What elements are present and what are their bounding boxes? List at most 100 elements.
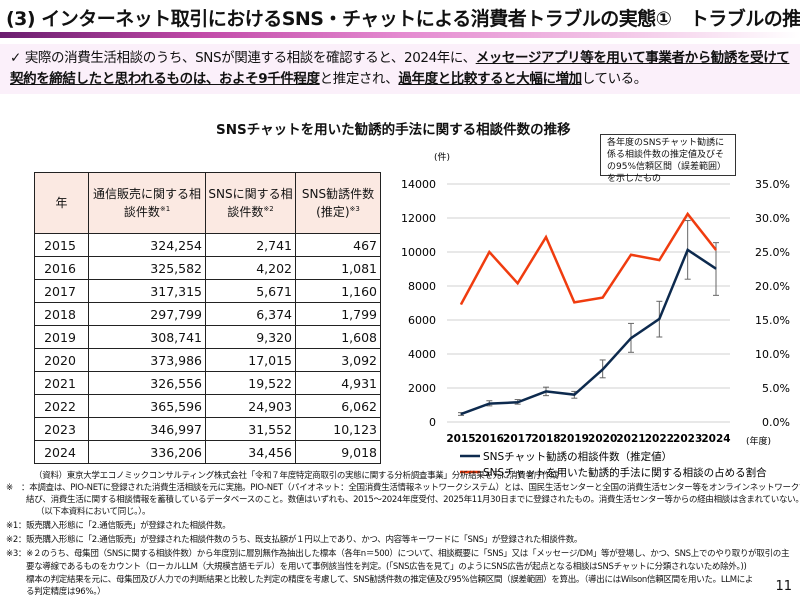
- table-cell: 4,202: [205, 256, 296, 280]
- table-cell: 1,608: [295, 325, 381, 349]
- y-tick-label: 4000: [408, 348, 436, 361]
- count-point: [687, 249, 689, 251]
- col-header-sns-solicit: SNS勧誘件数(推定)※3: [295, 172, 381, 234]
- page-number: 11: [775, 579, 792, 594]
- footnote-line: 標本の判定結果を元に、母集団及び人力での判断結果と比較した判定の精度を考慮して、…: [26, 575, 754, 585]
- y2-tick-label: 25.0%: [755, 246, 790, 259]
- summary-emphasis: 過年度と比較すると大幅に増加: [398, 71, 582, 87]
- table-cell: 2020: [34, 348, 89, 372]
- ratio-point: [545, 236, 547, 238]
- table-cell: 19,522: [205, 371, 296, 395]
- table-cell: 346,997: [88, 417, 206, 441]
- table-cell: 326,556: [88, 371, 206, 395]
- table-cell: 9,320: [205, 325, 296, 349]
- footnote-line: ※2：販売購入形態に「2.通信販売」が登録された相談件数のうち、既支払額が１円以…: [6, 535, 583, 545]
- summary-text: している。: [581, 71, 648, 87]
- footnote-line: ※ ：本調査は、PIO-NETに登録された消費生活相談を元に実施。PIO-NET…: [6, 483, 800, 493]
- ratio-point: [517, 282, 519, 284]
- count-point: [630, 337, 632, 339]
- x-tick-label: 2023: [673, 433, 702, 445]
- table-cell: 365,596: [88, 394, 206, 418]
- footnote-line: 結び、消費生活に関する相談情報を蓄積しているデータベースのこと。数値はいずれも、…: [26, 495, 800, 505]
- ratio-point: [630, 254, 632, 256]
- ratio-line: [459, 211, 717, 305]
- count-point: [658, 318, 660, 320]
- table-row: 2015 324,254 2,741 467: [34, 233, 381, 257]
- footnote-line: ※3：※２のうち、母集団（SNSに関する相談件数）から年度別に層別無作為抽出した…: [6, 549, 790, 559]
- y-tick-label: 6000: [408, 314, 436, 327]
- legend-label-count: SNSチャット勧誘の相談件数（推定値）: [483, 450, 672, 463]
- footnote-line: （以下本資料において同じ。）。: [36, 507, 151, 517]
- y-tick-label: 8000: [408, 280, 436, 293]
- ratio-point: [573, 301, 575, 303]
- chart-title: SNSチャットを用いた勧誘的手法に関する相談件数の推移: [216, 122, 571, 138]
- table-row: 2021 326,556 19,522 4,931: [34, 371, 381, 395]
- count-line: [460, 248, 717, 416]
- table-cell: 1,081: [295, 256, 381, 280]
- table-row: 2024 336,206 34,456 9,018: [34, 440, 381, 464]
- y-tick-label: 12000: [401, 212, 436, 225]
- table-row: 2019 308,741 9,320 1,608: [34, 325, 381, 349]
- table-row: 2023 346,997 31,552 10,123: [34, 417, 381, 441]
- y2-tick-label: 10.0%: [755, 348, 790, 361]
- y-tick-label: 14000: [401, 178, 436, 191]
- col-header-mailorder: 通信販売に関する相談件数※1: [88, 172, 206, 234]
- ratio-point: [687, 213, 689, 215]
- y-axis-label: (件): [434, 151, 450, 163]
- y2-tick-label: 20.0%: [755, 280, 790, 293]
- ratio-point: [602, 297, 604, 299]
- table-cell: 336,206: [88, 440, 206, 464]
- ratio-point: [715, 249, 717, 251]
- count-point: [573, 394, 575, 396]
- count-point: [517, 401, 519, 403]
- ratio-point: [488, 251, 490, 253]
- table-row: 2017 317,315 5,671 1,160: [34, 279, 381, 303]
- table-cell: 3,092: [295, 348, 381, 372]
- table-cell: 9,018: [295, 440, 381, 464]
- y2-tick-label: 5.0%: [762, 382, 790, 395]
- x-tick-label: 2020: [588, 433, 617, 445]
- x-tick-label: 2016: [475, 433, 504, 445]
- table-cell: 17,015: [205, 348, 296, 372]
- x-tick-label: 2019: [560, 433, 589, 445]
- table-cell: 324,254: [88, 233, 206, 257]
- x-tick-label: 2021: [616, 433, 645, 445]
- count-point: [545, 390, 547, 392]
- y2-tick-label: 15.0%: [755, 314, 790, 327]
- table-cell: 2017: [34, 279, 89, 303]
- summary-box: ✓ 実際の消費生活相談のうち、SNSが関連する相談を確認すると、2024年に、メ…: [0, 44, 800, 94]
- count-point: [460, 413, 462, 415]
- col-header-year: 年: [34, 172, 89, 234]
- count-point: [602, 368, 604, 370]
- x-tick-label: 2017: [503, 433, 532, 445]
- footnote-line: る判定精度は96%。）: [26, 587, 106, 597]
- y-tick-label: 0: [429, 416, 436, 429]
- x-tick-label: 2015: [446, 433, 475, 445]
- ratio-point: [658, 259, 660, 261]
- table-cell: 24,903: [205, 394, 296, 418]
- count-point: [715, 268, 717, 270]
- summary-text: と推定され、: [319, 71, 399, 87]
- chart-annotation: 各年度のSNSチャット勧誘に係る相談件数の推定値及びその95%信頼区間（誤差範囲…: [600, 134, 736, 184]
- footnote-line: 要な導線であるものをカウント（ローカルLLM（大規模言語モデル）を用いて事例該当…: [26, 562, 747, 572]
- check-icon: ✓: [10, 50, 21, 66]
- footnote-line: ※1：販売購入形態に「2.通信販売」が登録された相談件数。: [6, 521, 231, 531]
- legend-label-ratio: SNSチャットを用いた勧誘的手法に関する相談の占める割合: [483, 466, 767, 479]
- x-axis-label: (年度): [746, 435, 771, 447]
- table-row: 2020 373,986 17,015 3,092: [34, 348, 381, 372]
- x-tick-label: 2022: [645, 433, 674, 445]
- count-point: [488, 403, 490, 405]
- table-cell: 317,315: [88, 279, 206, 303]
- table-cell: 31,552: [205, 417, 296, 441]
- y2-tick-label: 0.0%: [762, 416, 790, 429]
- table-cell: 2023: [34, 417, 89, 441]
- table-cell: 2,741: [205, 233, 296, 257]
- table-cell: 2019: [34, 325, 89, 349]
- y2-tick-label: 35.0%: [755, 178, 790, 191]
- table-cell: 2021: [34, 371, 89, 395]
- summary-emphasis: メッセージアプリ等を用いて事業者から勧誘を受けて契約を締結したと思われるものは、…: [10, 50, 790, 87]
- title-underline-bar: [0, 32, 800, 38]
- page-title: (3) インターネット取引におけるSNS・チャットによる消費者トラブルの実態① …: [6, 8, 800, 30]
- table-cell: 1,799: [295, 302, 381, 326]
